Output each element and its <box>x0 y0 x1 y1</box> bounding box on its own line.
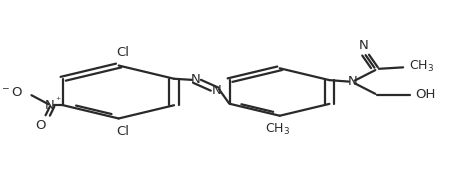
Text: O: O <box>35 119 45 132</box>
Text: $^+$: $^+$ <box>54 95 62 104</box>
Text: N: N <box>44 99 54 112</box>
Text: OH: OH <box>416 88 436 101</box>
Text: $^-$O: $^-$O <box>0 86 24 99</box>
Text: N: N <box>190 73 200 86</box>
Text: N: N <box>358 39 368 52</box>
Text: Cl: Cl <box>117 46 130 59</box>
Text: CH$_3$: CH$_3$ <box>409 59 434 74</box>
Text: Cl: Cl <box>117 125 130 138</box>
Text: N: N <box>212 84 221 97</box>
Text: N: N <box>348 75 357 89</box>
Text: CH$_3$: CH$_3$ <box>265 122 290 137</box>
